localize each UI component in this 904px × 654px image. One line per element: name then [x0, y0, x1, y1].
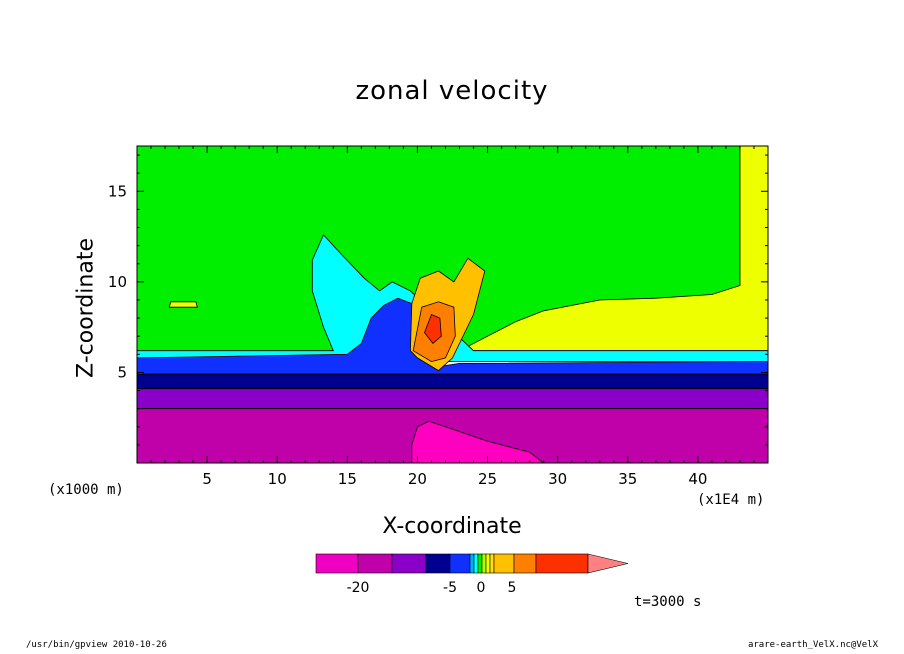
- region-magenta-low: [411, 420, 545, 463]
- y-tick-label: 5: [117, 363, 127, 381]
- colorbar-extension: [587, 553, 629, 574]
- x-tick-label: 25: [478, 470, 497, 488]
- colorbar-bin: [493, 553, 515, 574]
- colorbar-label: -20: [347, 580, 370, 596]
- colorbar-label: 5: [508, 580, 517, 596]
- y-tick-label: 10: [108, 273, 127, 291]
- colorbar-bin: [481, 553, 487, 574]
- colorbar-bin: [449, 553, 471, 574]
- x-unit-label: (x1000 m): [48, 482, 124, 498]
- contour-regions: [137, 146, 768, 463]
- colorbar-bin: [477, 553, 483, 574]
- colorbar-bin: [315, 553, 359, 574]
- colorbar-label: 0: [477, 580, 486, 596]
- colorbar-bin: [489, 553, 495, 574]
- y-axis-label: Z-coordinate: [73, 238, 99, 378]
- x-tick-label: 5: [202, 470, 212, 488]
- colorbar-bin: [469, 553, 475, 574]
- x-tick-label: 10: [268, 470, 287, 488]
- colorbar-bin: [391, 553, 427, 574]
- x-tick-label: 40: [688, 470, 707, 488]
- colorbar-bin: [425, 553, 451, 574]
- x-tick-label: 15: [338, 470, 357, 488]
- y-tick-label: 15: [108, 182, 127, 200]
- x-tick-label: 35: [618, 470, 637, 488]
- colorbar-bin: [485, 553, 491, 574]
- footer-left: /usr/bin/gpview 2010-10-26: [26, 640, 167, 650]
- colorbar-bin: [513, 553, 537, 574]
- region-darkblue-band: [137, 373, 768, 390]
- colorbar-bin: [473, 553, 479, 574]
- region-upper-positive: [284, 146, 768, 352]
- region-purple-band: [137, 388, 768, 410]
- x-tick-label: 20: [408, 470, 427, 488]
- footer-right: arare-earth_VelX.nc@VelX: [747, 640, 878, 650]
- region-blue-band: [137, 297, 768, 375]
- colorbar-bin: [535, 553, 589, 574]
- colorbar-label: -5: [443, 580, 457, 596]
- x-tick-label: 30: [548, 470, 567, 488]
- region-positive-spot: [424, 313, 442, 344]
- plot-frame: [136, 145, 769, 464]
- x-axis-label: X-coordinate: [382, 514, 522, 539]
- colorbar-bin: [357, 553, 393, 574]
- region-green-lens-left: [168, 301, 198, 308]
- y-unit-label: (x1E4 m): [697, 492, 765, 508]
- chart-title: zonal velocity: [355, 76, 549, 106]
- time-label: t=3000 s: [634, 594, 702, 610]
